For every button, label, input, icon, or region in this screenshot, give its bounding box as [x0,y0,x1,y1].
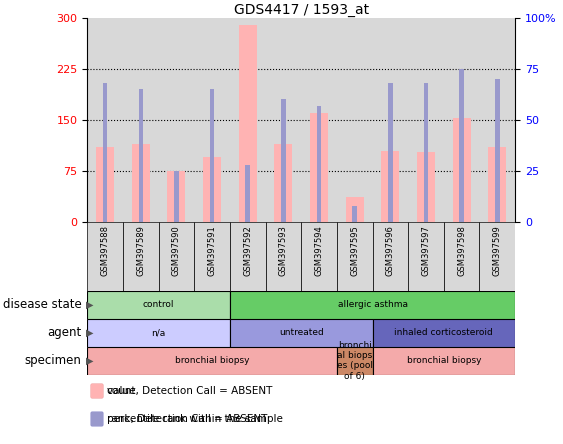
Text: allergic asthma: allergic asthma [337,300,408,309]
Bar [230,291,515,319]
Bar [281,99,285,222]
Bar [373,18,408,222]
Text: count: count [107,386,136,396]
Bar [480,222,515,291]
Text: specimen: specimen [25,354,82,367]
Text: disease state: disease state [3,298,82,311]
Text: value, Detection Call = ABSENT: value, Detection Call = ABSENT [107,386,272,396]
Bar [317,106,321,222]
Text: GSM397597: GSM397597 [422,226,431,276]
Bar [96,147,114,222]
Bar [203,157,221,222]
Bar [91,412,102,425]
Text: GSM397598: GSM397598 [457,226,466,276]
Bar [337,347,373,375]
Bar [87,291,230,319]
Bar [480,18,515,222]
Bar [91,385,102,397]
Bar [495,79,499,222]
Bar [266,18,301,222]
Bar [388,83,392,222]
Bar [87,347,337,375]
Text: GSM397599: GSM397599 [493,226,502,276]
Text: inhaled corticosteroid: inhaled corticosteroid [395,328,493,337]
Text: GSM397592: GSM397592 [243,226,252,276]
Text: bronchial biopsy: bronchial biopsy [406,356,481,365]
Text: rank, Detection Call = ABSENT: rank, Detection Call = ABSENT [107,414,267,424]
Bar [352,206,357,222]
Bar [382,151,399,222]
Bar [87,18,123,222]
Bar [408,222,444,291]
Bar [459,69,464,222]
Text: bronchial biopsy: bronchial biopsy [175,356,249,365]
Text: GSM397596: GSM397596 [386,226,395,276]
Bar [132,144,150,222]
Bar [337,18,373,222]
Bar [373,347,515,375]
Bar [424,83,428,222]
Bar [87,222,123,291]
Bar [275,144,292,222]
Bar [444,222,480,291]
Text: agent: agent [47,326,82,339]
Bar [301,18,337,222]
Bar [230,222,266,291]
Bar [123,222,159,291]
Bar [103,83,108,222]
Text: GSM397595: GSM397595 [350,226,359,276]
Bar [230,18,266,222]
Text: GSM397591: GSM397591 [208,226,217,276]
Bar [159,18,194,222]
Bar [194,222,230,291]
Title: GDS4417 / 1593_at: GDS4417 / 1593_at [234,3,369,17]
Bar [301,222,337,291]
Bar [123,18,159,222]
Bar [168,171,185,222]
Bar [489,147,506,222]
Bar [239,24,257,222]
Bar [346,197,364,222]
Bar [91,385,102,397]
Text: GSM397593: GSM397593 [279,226,288,276]
Text: n/a: n/a [151,328,166,337]
Bar [417,152,435,222]
Text: ▶: ▶ [86,328,93,338]
Bar [444,18,480,222]
Bar [159,222,194,291]
Bar [310,113,328,222]
Bar [245,165,250,222]
Bar [174,171,178,222]
Text: ▶: ▶ [86,300,93,310]
Bar [230,319,373,347]
Text: untreated: untreated [279,328,324,337]
Bar [373,222,408,291]
Text: GSM397588: GSM397588 [101,226,110,277]
Text: ▶: ▶ [86,356,93,366]
Bar [266,222,301,291]
Bar [408,18,444,222]
Bar [453,118,471,222]
Text: GSM397594: GSM397594 [315,226,324,276]
Bar [138,89,143,222]
Bar [337,222,373,291]
Text: GSM397590: GSM397590 [172,226,181,276]
Bar [87,319,230,347]
Bar [91,412,102,425]
Text: bronchi
al biops
es (pool
of 6): bronchi al biops es (pool of 6) [337,341,373,381]
Text: GSM397589: GSM397589 [136,226,145,276]
Text: percentile rank within the sample: percentile rank within the sample [107,414,283,424]
Bar [210,89,215,222]
Bar [194,18,230,222]
Bar [373,319,515,347]
Text: control: control [143,300,175,309]
